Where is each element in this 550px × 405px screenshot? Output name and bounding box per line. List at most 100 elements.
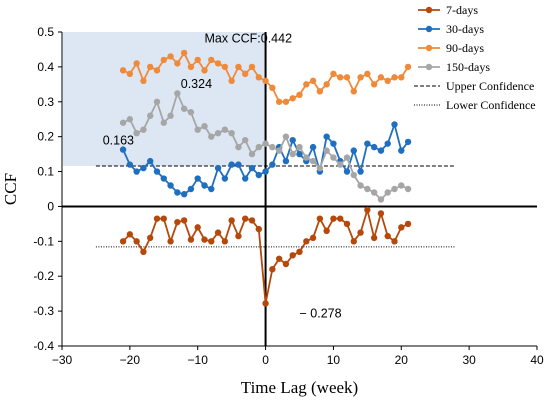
legend-label-7-days: 7-days — [446, 3, 478, 17]
point-7-days — [357, 229, 364, 236]
point-90-days — [208, 56, 215, 64]
point-90-days — [377, 74, 385, 81]
point-150-days — [133, 129, 140, 137]
point-7-days — [289, 252, 296, 259]
point-150-days — [269, 143, 276, 151]
point-30-days — [180, 191, 188, 198]
point-90-days — [282, 98, 290, 105]
point-30-days — [323, 133, 330, 140]
point-30-days — [343, 168, 351, 175]
y-tick-label: 0.5 — [37, 25, 54, 39]
point-90-days — [289, 95, 296, 102]
point-30-days — [350, 147, 357, 154]
point-30-days — [160, 175, 167, 182]
point-30-days — [309, 143, 317, 151]
point-30-days — [384, 140, 391, 147]
point-30-days — [404, 138, 412, 146]
point-90-days — [167, 53, 174, 60]
point-30-days — [187, 185, 195, 193]
point-150-days — [187, 109, 195, 116]
point-30-days — [398, 147, 405, 154]
point-30-days — [262, 168, 269, 175]
point-150-days — [248, 150, 256, 158]
point-30-days — [289, 136, 296, 144]
point-150-days — [119, 119, 127, 126]
point-150-days — [153, 98, 161, 105]
point-150-days — [228, 129, 235, 137]
point-90-days — [337, 74, 344, 81]
point-7-days — [330, 215, 337, 222]
point-30-days — [235, 161, 242, 168]
point-7-days — [180, 217, 188, 224]
legend-marker-7-days — [425, 6, 433, 14]
point-150-days — [404, 185, 412, 193]
y-tick-label: 0.4 — [37, 60, 54, 74]
point-90-days — [147, 63, 154, 71]
point-7-days — [398, 224, 405, 231]
point-150-days — [160, 119, 167, 126]
point-30-days — [221, 175, 229, 182]
point-7-days — [126, 231, 134, 238]
point-90-days — [350, 88, 357, 95]
point-90-days — [343, 74, 351, 81]
point-30-days — [370, 143, 378, 151]
y-tick-label: -0.3 — [33, 304, 54, 318]
legend-marker-30-days — [425, 25, 433, 33]
y-tick-label: 0.2 — [37, 130, 54, 144]
annotation-2: 0.163 — [103, 133, 134, 147]
point-90-days — [364, 70, 371, 78]
point-150-days — [296, 143, 303, 151]
x-tick-label: 30 — [462, 353, 476, 367]
point-150-days — [391, 185, 398, 193]
point-30-days — [153, 168, 161, 175]
x-tick-label: 20 — [395, 353, 409, 367]
point-150-days — [364, 185, 371, 193]
point-30-days — [174, 189, 181, 196]
point-150-days — [180, 105, 188, 112]
point-30-days — [133, 168, 140, 175]
point-7-days — [384, 232, 391, 240]
point-7-days — [269, 266, 276, 273]
point-150-days — [235, 143, 242, 151]
legend-label-150-days: 150-days — [446, 60, 490, 74]
point-150-days — [147, 112, 154, 119]
point-150-days — [214, 129, 222, 137]
point-90-days — [262, 77, 269, 85]
point-7-days — [337, 215, 344, 222]
x-tick-label: 10 — [327, 353, 341, 367]
point-7-days — [242, 215, 249, 222]
point-7-days — [153, 215, 161, 222]
point-150-days — [174, 90, 181, 97]
point-90-days — [153, 67, 161, 74]
point-30-days — [119, 146, 127, 153]
point-90-days — [391, 74, 398, 81]
point-90-days — [235, 63, 242, 71]
x-axis-title: Time Lag (week) — [241, 378, 358, 397]
point-150-days — [194, 126, 201, 133]
point-150-days — [398, 182, 405, 189]
point-7-days — [187, 236, 195, 243]
y-tick-label: 0.3 — [37, 95, 54, 109]
point-150-days — [377, 196, 385, 203]
point-150-days — [330, 154, 337, 161]
point-90-days — [323, 81, 330, 88]
point-150-days — [343, 154, 351, 161]
point-150-days — [201, 123, 208, 130]
point-7-days — [235, 232, 242, 240]
shaded-region — [63, 32, 266, 166]
point-90-days — [140, 77, 147, 85]
legend-label-90-days: 90-days — [446, 41, 484, 55]
point-30-days — [147, 157, 154, 165]
point-90-days — [357, 74, 364, 81]
x-tick-label: −30 — [52, 353, 73, 367]
point-150-days — [289, 150, 296, 158]
legend-label-upper-confidence: Upper Confidence — [446, 79, 534, 93]
point-90-days — [275, 98, 283, 105]
point-30-days — [364, 140, 371, 147]
point-30-days — [377, 147, 385, 154]
y-tick-label: -0.2 — [33, 269, 54, 283]
point-150-days — [221, 126, 229, 133]
point-150-days — [126, 116, 134, 123]
